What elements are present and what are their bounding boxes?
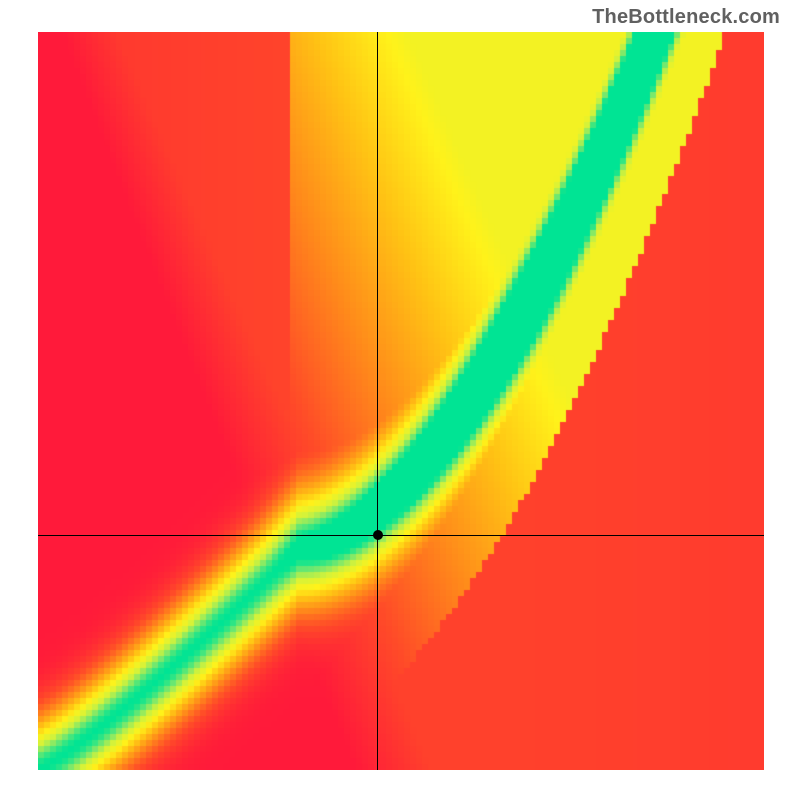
crosshair-horizontal xyxy=(38,535,764,536)
heatmap-canvas xyxy=(38,32,764,770)
heatmap-plot xyxy=(38,32,764,770)
crosshair-vertical xyxy=(377,32,378,770)
watermark-text: TheBottleneck.com xyxy=(592,6,780,29)
crosshair-marker xyxy=(373,530,383,540)
chart-container: TheBottleneck.com xyxy=(0,0,800,800)
